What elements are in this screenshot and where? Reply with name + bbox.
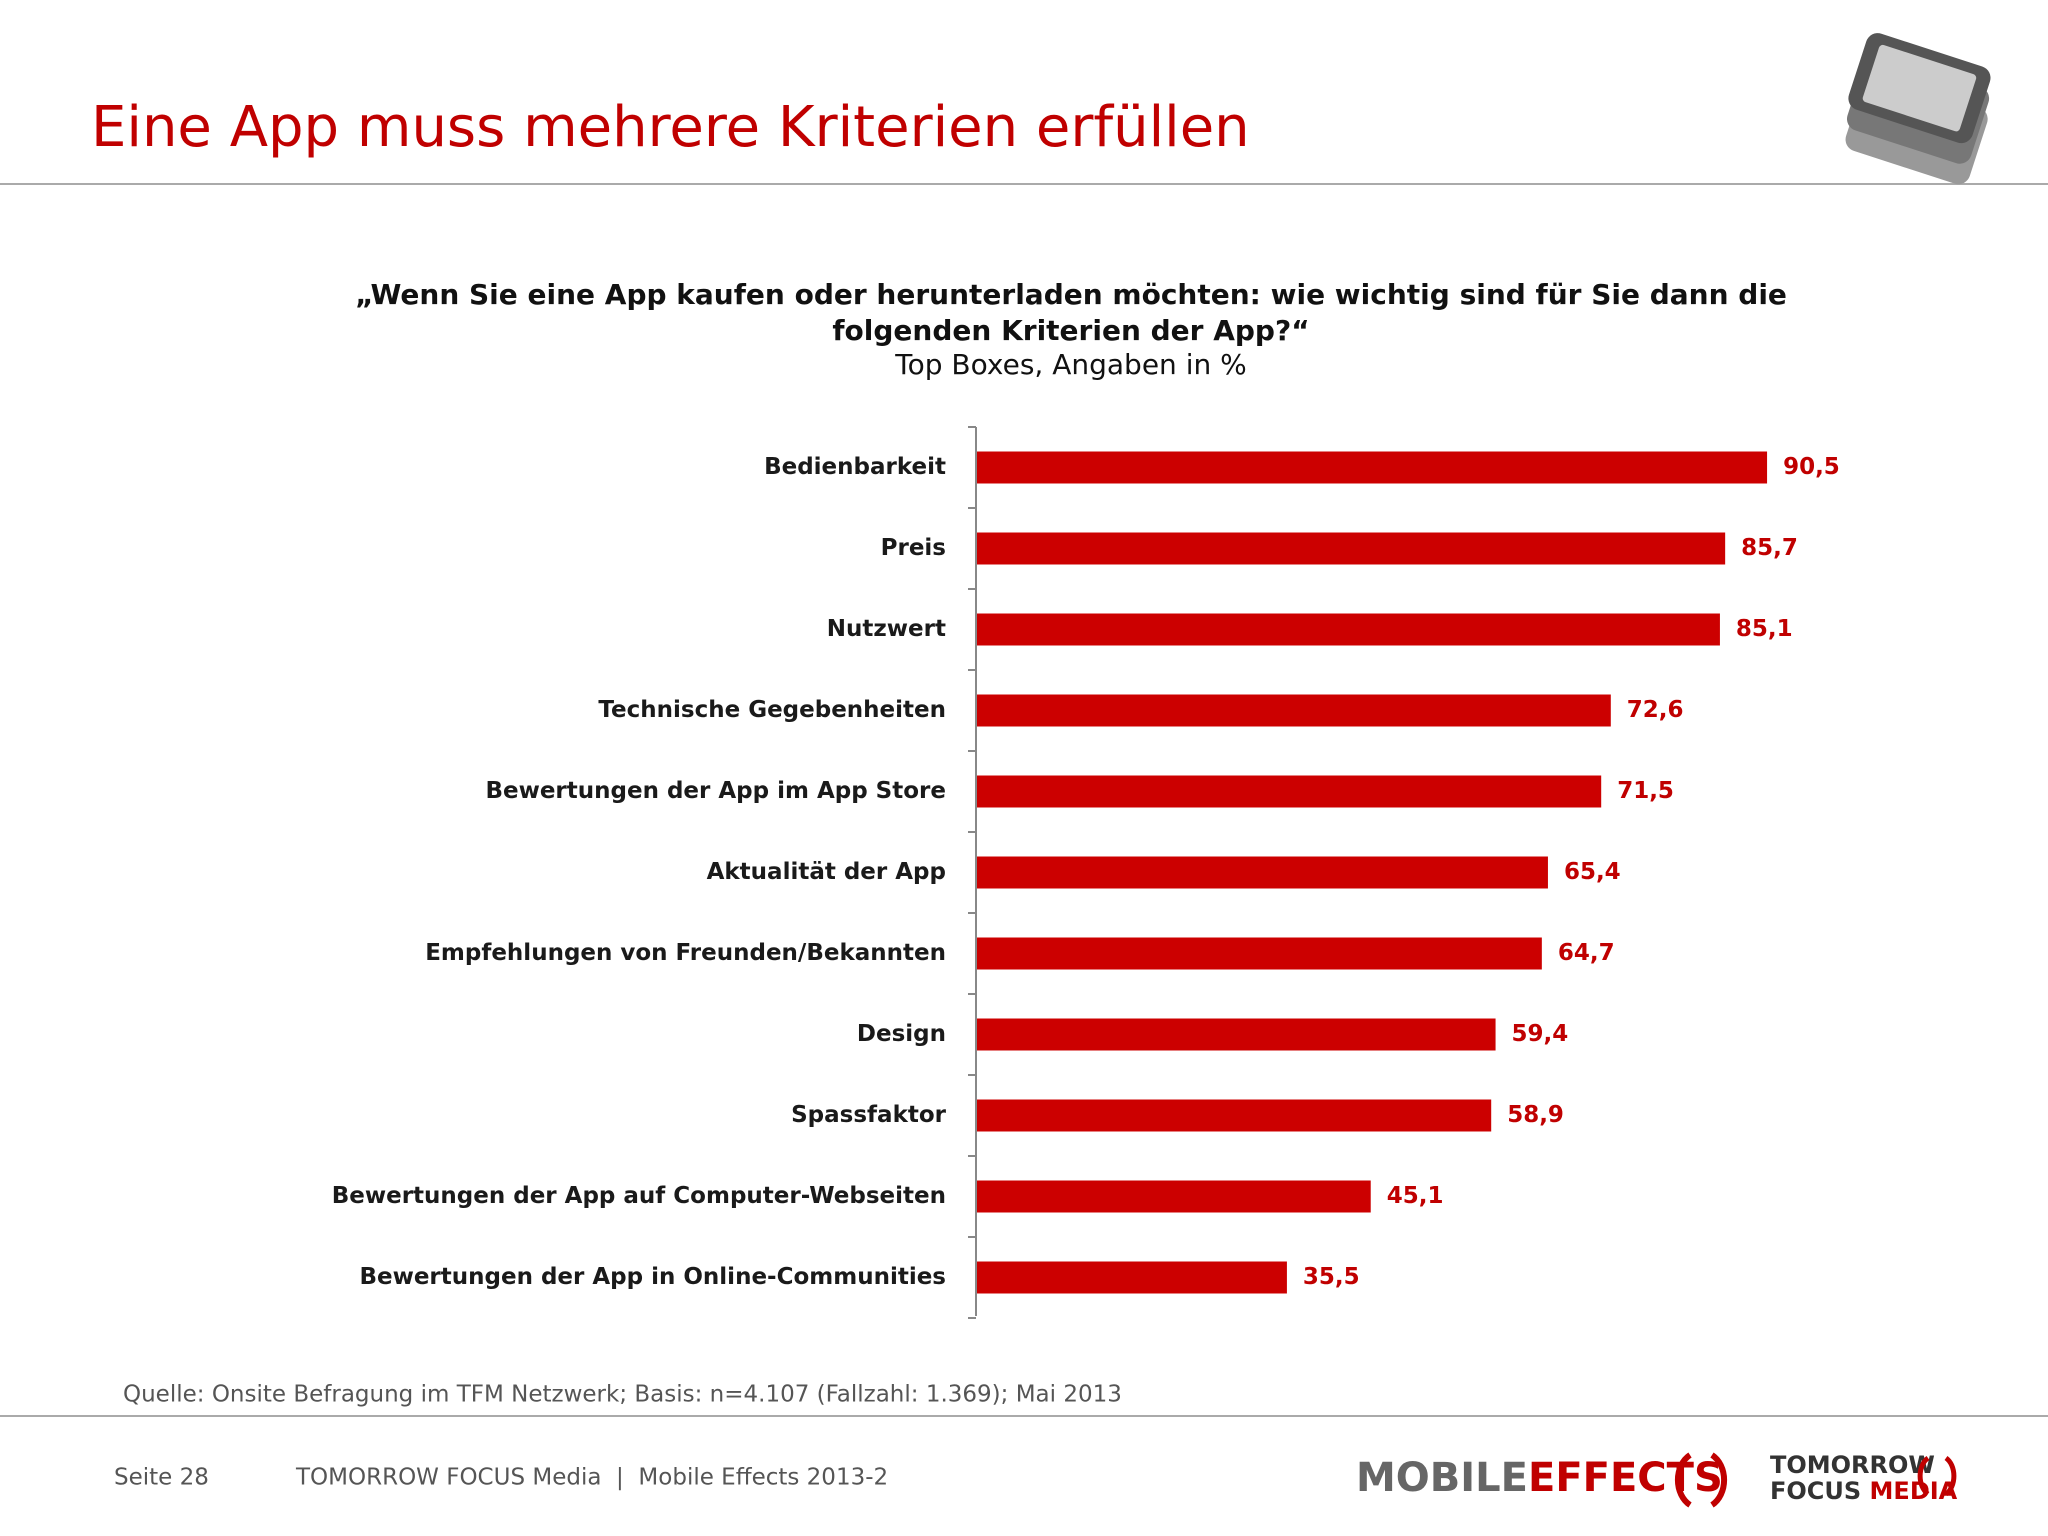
logo-text: MOBILEEFFECTS xyxy=(1356,1455,1723,1501)
value-label: 35,5 xyxy=(1303,1264,1360,1290)
chart-title: folgenden Kriterien der App?“ xyxy=(832,314,1309,347)
logo-text: FOCUS xyxy=(1770,1477,1861,1505)
value-label: 64,7 xyxy=(1558,940,1615,966)
value-label: 90,5 xyxy=(1783,454,1840,480)
value-label: 71,5 xyxy=(1617,778,1674,804)
category-label: Design xyxy=(857,1021,946,1047)
logo-text: TOMORROW xyxy=(1770,1451,1935,1479)
chart-subtitle: Top Boxes, Angaben in % xyxy=(894,348,1246,381)
source: Quelle: Onsite Befragung im TFM Netzwerk… xyxy=(123,1382,1122,1408)
bar xyxy=(977,856,1548,889)
category-label: Preis xyxy=(881,535,946,561)
value-label: 58,9 xyxy=(1507,1102,1564,1128)
slide-title: Eine App muss mehrere Kriterien erfüllen xyxy=(91,95,1250,160)
phone-screen xyxy=(1862,44,1977,132)
bar xyxy=(977,694,1611,727)
bar xyxy=(977,775,1602,808)
category-label: Bewertungen der App in Online-Communitie… xyxy=(359,1264,946,1290)
bar xyxy=(977,1261,1287,1294)
bar xyxy=(977,1018,1496,1051)
logo-text: EFFECTS xyxy=(1528,1455,1723,1501)
logo-mark xyxy=(1917,1455,1957,1497)
bar xyxy=(977,937,1542,970)
category-label: Spassfaktor xyxy=(791,1102,947,1128)
value-label: 65,4 xyxy=(1564,859,1621,885)
logo-text: MOBILE xyxy=(1356,1455,1528,1501)
category-label: Nutzwert xyxy=(827,616,946,642)
phone-icon xyxy=(1845,33,1991,185)
footer-text: TOMORROW FOCUS Media | Mobile Effects 20… xyxy=(295,1465,888,1491)
bar xyxy=(977,532,1726,565)
bar xyxy=(977,613,1720,646)
logo-text: MEDIA xyxy=(1870,1477,1958,1505)
category-label: Bewertungen der App auf Computer-Webseit… xyxy=(332,1183,946,1209)
value-label: 59,4 xyxy=(1512,1021,1569,1047)
value-label: 72,6 xyxy=(1627,697,1684,723)
category-label: Empfehlungen von Freunden/Bekannten xyxy=(425,940,946,966)
value-label: 85,7 xyxy=(1741,535,1798,561)
category-label: Bedienbarkeit xyxy=(764,454,946,480)
value-label: 45,1 xyxy=(1387,1183,1444,1209)
logo-text: FOCUS MEDIA xyxy=(1770,1477,1958,1505)
bar xyxy=(977,1180,1371,1213)
logo-mark xyxy=(1674,1452,1728,1508)
value-label: 85,1 xyxy=(1736,616,1793,642)
chart-title: „Wenn Sie eine App kaufen oder herunterl… xyxy=(355,278,1787,311)
category-label: Aktualität der App xyxy=(707,859,946,885)
bar xyxy=(977,451,1768,484)
page-number: Seite 28 xyxy=(114,1465,209,1491)
category-label: Technische Gegebenheiten xyxy=(598,697,946,723)
bar xyxy=(977,1099,1492,1132)
category-label: Bewertungen der App im App Store xyxy=(485,778,946,804)
